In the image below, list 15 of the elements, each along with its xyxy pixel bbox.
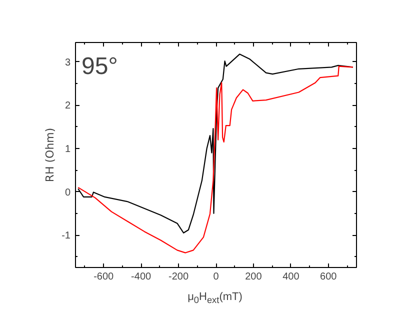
y-tick-label: 2 [64,100,71,112]
y-tick-label: 1 [64,144,71,156]
x-tick-label: -600 [94,272,114,282]
y-tick-label: 0 [64,187,71,198]
y-tick-label: 3 [64,57,71,68]
x-tick-label: -200 [168,272,189,282]
x-tick-label: 400 [282,272,300,282]
x-tick-label: -400 [131,272,152,282]
x-tick-label: 0 [213,272,220,282]
y-tick-label: -1 [62,230,71,242]
x-tick-label: 600 [320,272,338,282]
y-axis-title: RH (Ohm) [44,128,57,182]
x-tick-label: 200 [245,272,262,282]
x-axis-title: μ$_{0}$H$_{ext}$(mT) [188,290,242,308]
annotation: 95° [82,53,118,80]
